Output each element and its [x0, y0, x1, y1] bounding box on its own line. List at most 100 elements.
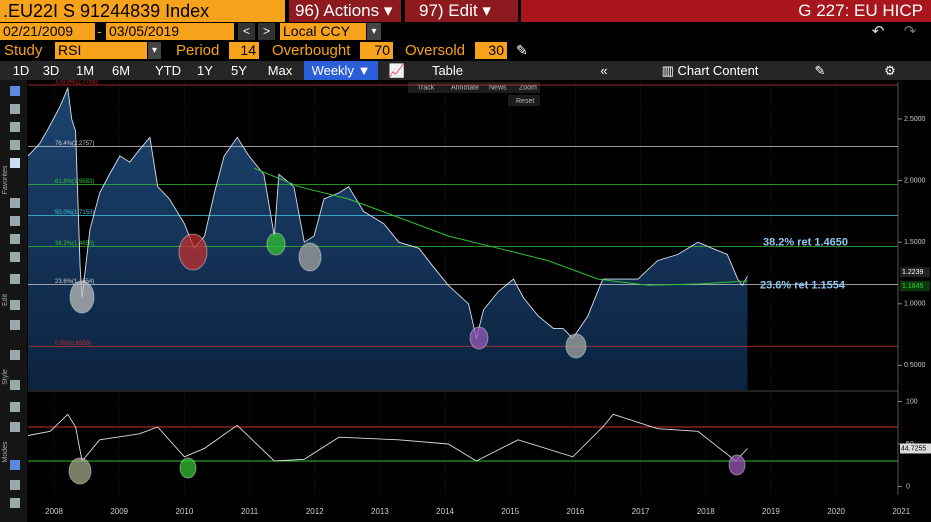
range-button[interactable]: Max: [267, 63, 293, 78]
chart-tool: Reset: [516, 98, 534, 105]
table-button[interactable]: Table: [431, 63, 464, 78]
y-tick-label: 1.5000: [904, 239, 926, 246]
range-button[interactable]: 1D: [12, 63, 30, 78]
actions-label: 96) Actions: [295, 1, 380, 20]
period-label: Period: [176, 42, 220, 59]
highlight-circle: [68, 457, 92, 485]
edit-menu[interactable]: 97) Edit ▾: [405, 0, 518, 22]
fib-label: 100.0%(2.7756): [55, 80, 98, 86]
chart-content-label: Chart Content: [677, 63, 759, 78]
currency-dropdown[interactable]: ▾: [367, 23, 381, 40]
last-value-label: 1.1845: [902, 283, 924, 290]
y-tick-label: 1.0000: [904, 301, 926, 308]
x-tick-label: 2019: [762, 507, 780, 516]
chart-tools-bar: [408, 82, 540, 93]
rsi-line: [27, 413, 748, 463]
next-button[interactable]: >: [258, 23, 275, 40]
highlight-circle: [179, 457, 197, 479]
fib-label: 0.0%(0.6550): [55, 341, 91, 347]
function-title: G 227: EU HICP: [521, 0, 931, 22]
range-button[interactable]: 6M: [111, 63, 131, 78]
highlight-circle: [266, 232, 286, 256]
last-value-box: [900, 267, 930, 278]
x-tick-label: 2016: [567, 507, 585, 516]
moving-average: [253, 167, 748, 286]
toolbar: [0, 61, 931, 80]
edit-chart-button[interactable]: ✎: [814, 63, 826, 78]
chart-tool: Track: [417, 84, 435, 91]
side-icons: [10, 86, 20, 508]
x-tick-label: 2014: [436, 507, 454, 516]
last-value-box: [900, 281, 930, 292]
undo-button[interactable]: ↶: [871, 23, 885, 40]
overbought-label: Overbought: [272, 42, 351, 59]
last-value-label: 1.2239: [902, 269, 924, 276]
highlight-circle: [565, 333, 587, 359]
x-tick-label: 2015: [501, 507, 519, 516]
y-tick-label: 2.5000: [904, 116, 926, 123]
x-tick-label: 2010: [176, 507, 194, 516]
prev-button[interactable]: <: [238, 23, 255, 40]
start-date[interactable]: 02/21/2009: [0, 23, 95, 40]
end-date[interactable]: 03/05/2019: [106, 23, 234, 40]
x-tick-label: 2020: [827, 507, 845, 516]
range-button[interactable]: 5Y: [231, 63, 247, 78]
y-tick-label: 100: [906, 398, 918, 405]
range-button[interactable]: 1M: [75, 63, 95, 78]
security-field[interactable]: .EU22I S 91244839 Index: [0, 0, 285, 22]
chart-content-button[interactable]: ▥ Chart Content: [661, 63, 759, 78]
x-tick-label: 2009: [110, 507, 128, 516]
highlight-circle: [728, 454, 746, 476]
annotation: 23.6% ret 1.1554: [760, 280, 846, 292]
range-button[interactable]: 3D: [42, 63, 60, 78]
reset-bar: [508, 95, 540, 106]
y-tick-label: 2.0000: [904, 177, 926, 184]
settings-button[interactable]: ⚙: [884, 63, 896, 78]
chart: Track Annotate News Zoom Reset Favorites Edit S…: [0, 80, 931, 522]
date-dash: -: [97, 23, 102, 39]
y-tick-label: 0.5000: [904, 362, 926, 369]
x-tick-label: 2018: [697, 507, 715, 516]
actions-menu[interactable]: 96) Actions ▾: [289, 0, 401, 22]
price-line: [27, 86, 748, 340]
fib-label: 76.4%(2.2757): [55, 141, 94, 147]
fib-label: 50.0%(1.7153): [55, 210, 94, 216]
highlight-circle: [178, 233, 208, 271]
study-field[interactable]: RSI: [55, 42, 147, 59]
fib-label: 38.2%(1.4650): [55, 241, 94, 247]
fib-label: 61.8%(1.9683): [55, 179, 94, 185]
price-area: [28, 88, 748, 390]
range-button[interactable]: 1Y: [197, 63, 213, 78]
side-label: Modes: [2, 441, 9, 463]
oversold-field[interactable]: 30: [475, 42, 507, 59]
chart-tool: Zoom: [519, 84, 537, 91]
side-label: Style: [2, 369, 9, 385]
edit-label: 97) Edit: [419, 1, 478, 20]
study-dropdown[interactable]: ▾: [148, 42, 161, 59]
x-tick-label: 2011: [241, 507, 259, 516]
last-value-box: [900, 443, 931, 454]
x-tick-label: 2021: [892, 507, 910, 516]
oversold-label: Oversold: [405, 42, 466, 59]
line-icon[interactable]: 📈: [388, 63, 406, 78]
x-tick-label: 2008: [45, 507, 63, 516]
x-tick-label: 2017: [632, 507, 650, 516]
side-label: Favorites: [2, 165, 9, 194]
chart-tool: Annotate: [451, 84, 479, 91]
study-label: Study: [4, 42, 43, 59]
pen-icon[interactable]: ✎: [516, 42, 528, 58]
collapse-button[interactable]: «: [600, 63, 608, 78]
fib-label: 23.6%(1.1554): [55, 279, 94, 285]
overbought-field[interactable]: 70: [360, 42, 393, 59]
redo-button[interactable]: ↷: [903, 23, 917, 40]
annotation: 38.2% ret 1.4650: [763, 236, 848, 248]
currency-field[interactable]: Local CCY: [280, 23, 366, 40]
chart-tool: News: [489, 84, 507, 91]
frequency-label: Weekly: [311, 63, 354, 78]
y-tick-label: 0: [906, 483, 910, 490]
period-field[interactable]: 14: [229, 42, 259, 59]
frequency-button[interactable]: Weekly ▼: [304, 61, 378, 80]
range-button[interactable]: YTD: [155, 63, 181, 78]
highlight-circle: [298, 242, 322, 272]
